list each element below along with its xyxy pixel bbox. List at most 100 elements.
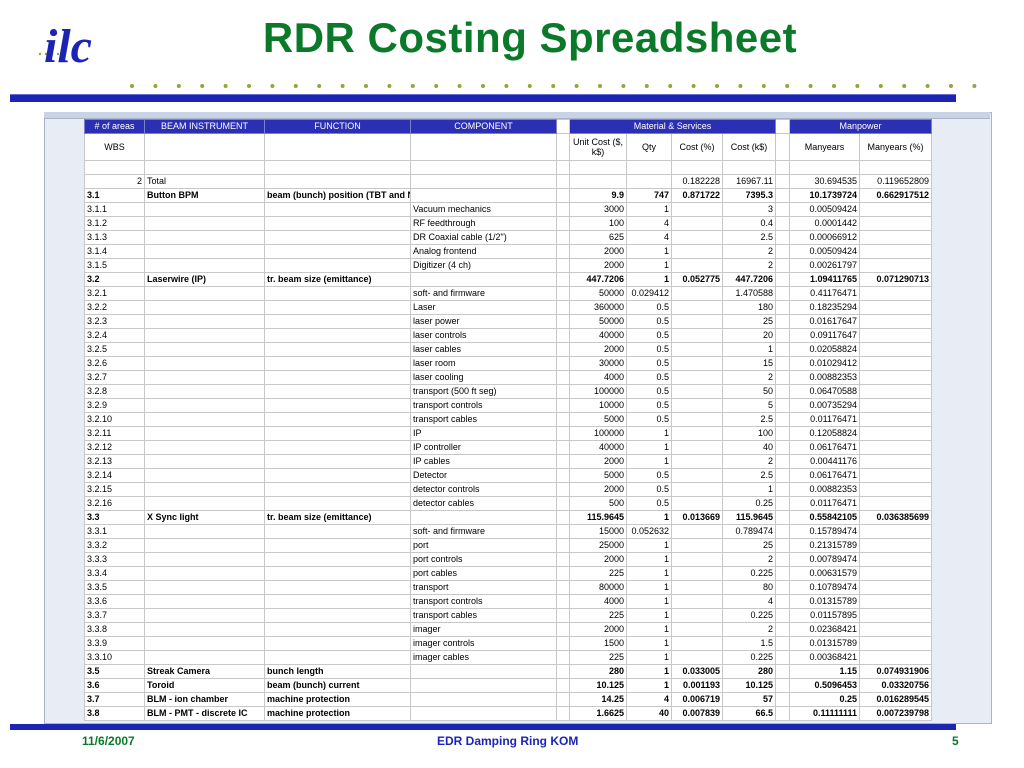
table-cell: 2.5 (721, 412, 777, 427)
table-cell: 40 (626, 706, 672, 721)
table-cell (144, 454, 265, 469)
table-cell (671, 216, 723, 231)
table-cell (410, 188, 557, 203)
table-cell (144, 524, 265, 539)
table-cell (264, 468, 411, 483)
table-cell: IP controller (410, 440, 557, 455)
table-cell: 3.6 (84, 678, 145, 693)
table-cell (859, 650, 933, 665)
table-row: 3.3.2 port 25000 1 25 0.21315789 (84, 538, 933, 553)
table-cell: 0.15789474 (789, 524, 861, 539)
header-function: FUNCTION (264, 119, 411, 134)
table-cell (671, 650, 723, 665)
table-cell: 3.2.16 (84, 496, 145, 511)
table-cell (556, 426, 570, 441)
table-cell (671, 608, 723, 623)
table-cell: 0.00441176 (789, 454, 861, 469)
table-cell: 0.41176471 (789, 286, 861, 301)
table-header-row: # of areas BEAM INSTRUMENT FUNCTION COMP… (84, 119, 933, 134)
table-cell: 3.1.2 (84, 216, 145, 231)
table-cell: 0.074931906 (859, 664, 933, 679)
table-cell: 0.789474 (721, 524, 777, 539)
table-cell: 447.7206 (721, 272, 777, 287)
table-cell: 0.182228 (671, 174, 723, 189)
table-cell (671, 636, 723, 651)
table-cell: 0.21315789 (789, 538, 861, 553)
table-cell: 0.5 (626, 370, 672, 385)
table-cell (264, 356, 411, 371)
table-cell (859, 566, 933, 581)
table-cell (556, 650, 570, 665)
divider-line (10, 94, 956, 95)
table-cell: detector controls (410, 482, 557, 497)
header-manpower: Manpower (789, 119, 933, 134)
table-cell (775, 314, 791, 329)
table-cell (144, 202, 265, 217)
table-cell (671, 468, 723, 483)
table-cell (859, 524, 933, 539)
table-cell: 2 (721, 552, 777, 567)
table-cell (859, 160, 933, 175)
table-cell: 14.25 (569, 692, 627, 707)
table-cell (859, 552, 933, 567)
table-cell: Detector (410, 468, 557, 483)
table-cell: 0.06470588 (789, 384, 861, 399)
table-cell: 2000 (569, 482, 627, 497)
table-cell (410, 272, 557, 287)
table-cell: 0.052632 (626, 524, 672, 539)
table-cell (144, 244, 265, 259)
subheader-unit-cost: Unit Cost ($, k$) (569, 133, 627, 161)
table-cell (264, 370, 411, 385)
table-cell (671, 524, 723, 539)
table-cell: 1 (721, 342, 777, 357)
table-cell: soft- and firmware (410, 524, 557, 539)
table-cell: 25 (721, 314, 777, 329)
table-cell: BLM - ion chamber (144, 692, 265, 707)
spreadsheet-strip (44, 112, 990, 119)
table-cell (556, 678, 570, 693)
table-cell (556, 440, 570, 455)
table-cell: 0.01176471 (789, 412, 861, 427)
table-row: 3.2.7 laser cooling 4000 0.5 2 0.00882353 (84, 370, 933, 385)
table-cell: 225 (569, 566, 627, 581)
table-row: 3.3.6 transport controls 4000 1 4 0.01315789 (84, 594, 933, 609)
table-row: 3.1.1 Vacuum mechanics 3000 1 3 0.00509424 (84, 202, 933, 217)
table-cell: 4 (626, 216, 672, 231)
table-cell (144, 258, 265, 273)
table-cell: 50000 (569, 314, 627, 329)
table-cell: 0.00066912 (789, 230, 861, 245)
table-cell (264, 454, 411, 469)
table-cell: transport cables (410, 608, 557, 623)
table-cell: 3.2.10 (84, 412, 145, 427)
table-cell (556, 174, 570, 189)
table-cell: 0.00368421 (789, 650, 861, 665)
table-cell: 3.3.5 (84, 580, 145, 595)
table-cell (775, 202, 791, 217)
table-cell (410, 510, 557, 525)
table-cell (144, 496, 265, 511)
table-cell: 3.2.1 (84, 286, 145, 301)
table-cell: 0.11111111 (789, 706, 861, 721)
table-cell: 0.016289545 (859, 692, 933, 707)
subheader-cell (144, 133, 265, 161)
table-cell (626, 160, 672, 175)
table-cell (556, 160, 570, 175)
table-cell: 0.871722 (671, 188, 723, 203)
table-cell (556, 202, 570, 217)
table-cell (144, 342, 265, 357)
table-cell: transport controls (410, 398, 557, 413)
table-cell: 1.15 (789, 664, 861, 679)
table-cell: 100 (569, 216, 627, 231)
table-cell: 40000 (569, 440, 627, 455)
table-cell (859, 622, 933, 637)
table-cell: 0.006719 (671, 692, 723, 707)
table-cell: 3.3.8 (84, 622, 145, 637)
table-cell (264, 202, 411, 217)
table-cell: 3.3.4 (84, 566, 145, 581)
table-cell (775, 426, 791, 441)
ilc-logo: ilc (38, 14, 108, 80)
table-cell (144, 622, 265, 637)
table-cell (671, 370, 723, 385)
table-row: 3.2.8 transport (500 ft seg) 100000 0.5 50 0.… (84, 384, 933, 399)
table-cell: Total (144, 174, 265, 189)
